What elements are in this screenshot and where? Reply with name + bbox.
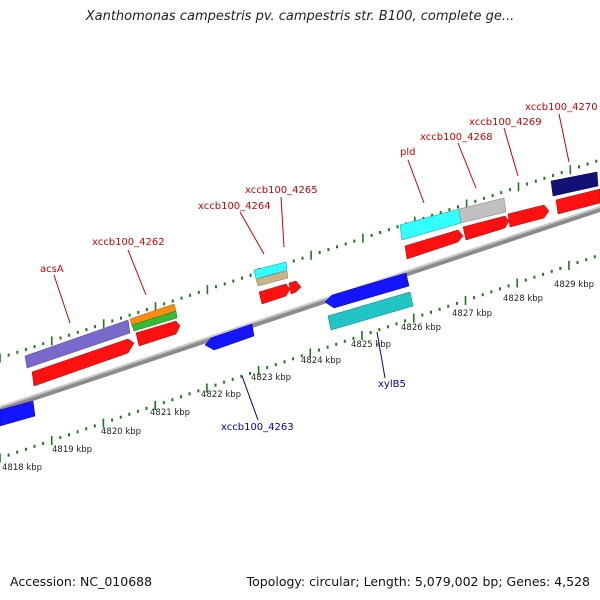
kbp-label-4820: 4820 kbp (101, 427, 141, 437)
kbp-label-4827: 4827 kbp (452, 309, 492, 319)
gene-feature-xccb100_4262-cds[interactable] (135, 320, 181, 347)
gene-feature-edge-reverse[interactable] (0, 400, 36, 427)
genome-stats-text: Topology: circular; Length: 5,079,002 bp… (246, 574, 590, 589)
gene-feature-acsA-cds[interactable] (31, 338, 135, 387)
gene-feature-xccb100_4268[interactable] (458, 197, 507, 224)
gene-label-xccb100_4268[interactable]: xccb100_4268 (420, 132, 493, 143)
callout-xccb100_4270 (558, 113, 570, 163)
accession-text: Accession: NC_010688 (10, 574, 153, 589)
gene-label-pld[interactable]: pld (400, 147, 415, 158)
kbp-label-4822: 4822 kbp (201, 390, 241, 400)
callout-xccb100_4263 (241, 375, 259, 421)
kbp-label-4818: 4818 kbp (2, 463, 42, 473)
gene-label-xccb100_4265[interactable]: xccb100_4265 (245, 185, 318, 196)
callout-xccb100_4268 (457, 142, 477, 189)
gene-feature-xccb100_4264-cds[interactable] (258, 283, 291, 305)
kbp-label-4821: 4821 kbp (150, 408, 190, 418)
gene-feature-xccb100_4270[interactable] (550, 171, 599, 197)
callout-xccb100_4265 (280, 196, 285, 248)
kbp-label-4819: 4819 kbp (52, 445, 92, 455)
gene-feature-xccb100_4262-green[interactable] (131, 310, 178, 332)
gene-feature-xccb100_4265-cds[interactable] (288, 280, 302, 295)
kbp-label-4828: 4828 kbp (503, 294, 543, 304)
gene-feature-xccb100_4268-cds[interactable] (462, 215, 510, 241)
gene-label-xccb100_4270[interactable]: xccb100_4270 (525, 102, 598, 113)
gene-feature-xccb100_4264-cyan[interactable] (253, 261, 288, 280)
gene-feature-acsA[interactable] (24, 319, 131, 369)
kbp-label-4824: 4824 kbp (301, 356, 341, 366)
tick-layer (0, 159, 598, 463)
kbp-label-4829: 4829 kbp (554, 280, 594, 290)
kbp-label-4823: 4823 kbp (251, 373, 291, 383)
kbp-label-4825: 4825 kbp (351, 340, 391, 350)
gene-label-xccb100_4262[interactable]: xccb100_4262 (92, 237, 165, 248)
callout-xylB5 (376, 331, 386, 379)
map-title: Xanthomonas campestris pv. campestris st… (85, 9, 515, 24)
gene-feature-xccb100_4264-tan[interactable] (255, 270, 289, 287)
gene-feature-xccb100_4263[interactable] (204, 323, 255, 351)
callout-xccb100_4264 (239, 211, 265, 255)
gene-label-xccb100_4264[interactable]: xccb100_4264 (198, 201, 271, 212)
gene-label-xccb100_4269[interactable]: xccb100_4269 (469, 117, 542, 128)
callout-xccb100_4262 (127, 249, 147, 296)
kbp-label-4826: 4826 kbp (401, 323, 441, 333)
gene-label-xylB5[interactable]: xylB5 (378, 379, 406, 390)
gene-label-acsA[interactable]: acsA (40, 264, 64, 275)
gene-feature-xylB5-blue[interactable] (324, 272, 410, 309)
gene-feature-pld-cds[interactable] (404, 229, 464, 260)
genome-backbone-highlight (0, 206, 600, 408)
gene-feature-xccb100_4269-cds[interactable] (507, 204, 550, 228)
callout-pld (407, 159, 425, 204)
gene-feature-xylB5-teal[interactable] (327, 291, 414, 331)
callout-xccb100_4269 (503, 127, 519, 177)
gene-label-xccb100_4263[interactable]: xccb100_4263 (221, 422, 294, 433)
gene-feature-xccb100_4270-cds[interactable] (555, 188, 600, 215)
callout-acsA (53, 274, 71, 324)
